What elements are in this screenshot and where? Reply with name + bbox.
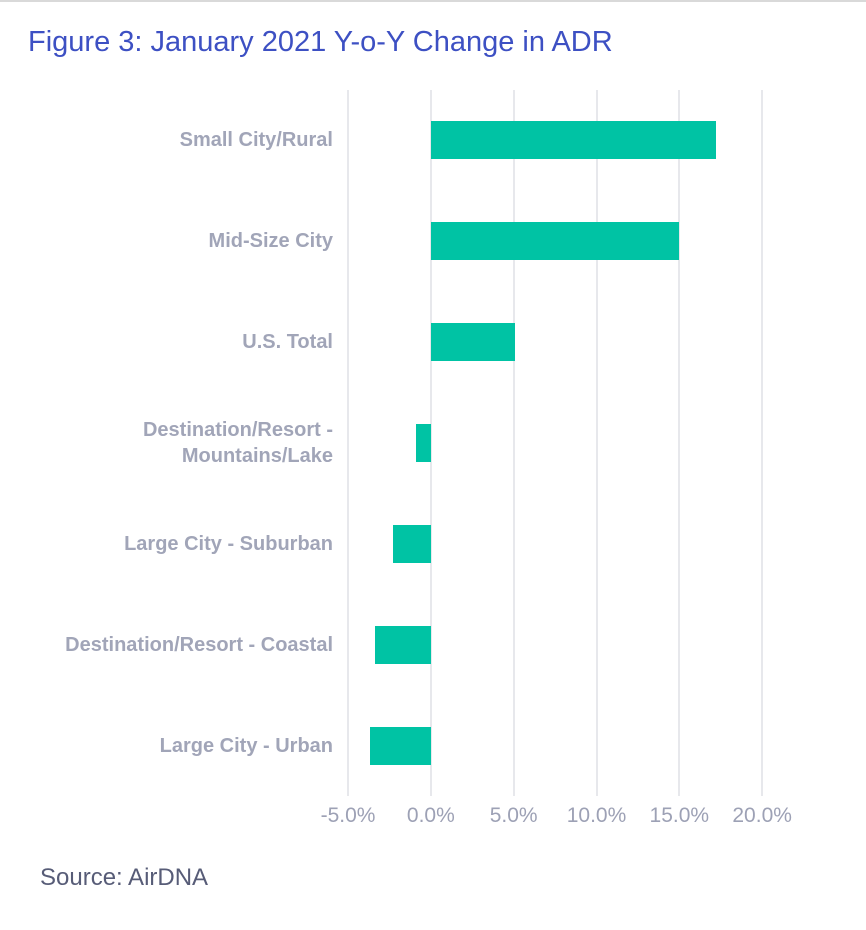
category-label: Large City - Suburban	[124, 532, 333, 555]
category-label: Mid-Size City	[208, 230, 333, 253]
x-tick-label: 5.0%	[489, 804, 538, 827]
figure-title: Figure 3: January 2021 Y-o-Y Change in A…	[28, 26, 613, 58]
category-label: Large City - Urban	[159, 734, 333, 757]
plot-area	[347, 90, 845, 796]
category-label: Destination/Resort - Coastal	[65, 633, 333, 656]
source-note: Source: AirDNA	[40, 864, 209, 891]
category-label: U.S. Total	[242, 331, 333, 354]
gridline	[761, 90, 764, 796]
bar-u-s-total	[430, 323, 516, 362]
x-axis: -5.0% 0.0% 5.0% 10.0% 15.0% 20.0%	[0, 804, 866, 834]
x-tick-label: 15.0%	[649, 804, 710, 827]
bar-large-city-urban	[369, 726, 431, 765]
bar-destination-resort-mountains-lake	[415, 424, 431, 462]
gridline	[678, 90, 681, 796]
category-label: Small City/Rural	[179, 129, 333, 152]
bar-mid-size-city	[430, 222, 680, 261]
bar-small-city-rural	[430, 121, 716, 160]
category-label: Destination/Resort - Mountains/Lake	[142, 418, 333, 467]
gridline	[347, 90, 349, 796]
x-tick-label: 20.0%	[732, 804, 792, 827]
gridline	[429, 90, 432, 796]
x-tick-label: 10.0%	[566, 804, 627, 827]
category-axis: Small City/Rural Mid-Size City U.S. Total D…	[0, 90, 333, 796]
gridline	[595, 90, 598, 796]
x-tick-label: -5.0%	[320, 804, 376, 827]
gridline	[512, 90, 515, 796]
bar-destination-resort-coastal	[374, 625, 431, 664]
bar-large-city-suburban	[392, 524, 431, 563]
x-tick-label: 0.0%	[406, 804, 455, 827]
